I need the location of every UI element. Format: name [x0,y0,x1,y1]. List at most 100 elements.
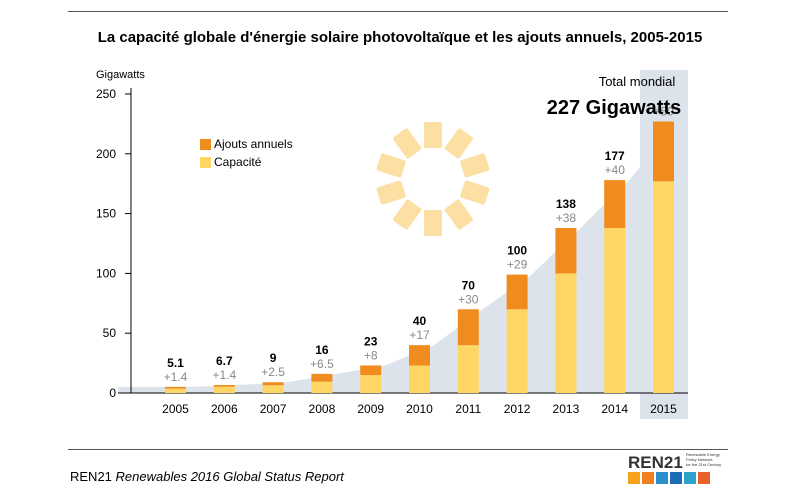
bar-capacity-2015 [653,181,674,393]
capacity-trend-area [118,121,678,394]
x-tick-label-2006: 2006 [211,402,238,416]
bar-capacity-2009 [360,375,382,393]
logo-tile-3 [656,472,668,484]
logo-tile-4 [670,472,682,484]
total-label-2008: 16 [315,343,329,357]
source-note: REN21 Renewables 2016 Global Status Repo… [70,469,344,484]
sun-ray [444,128,473,159]
logo-tile-5 [684,472,696,484]
sun-ray [424,122,442,148]
x-tick-label-2012: 2012 [504,402,531,416]
legend-swatch-capacity [200,157,211,168]
logo-tile-6 [698,472,710,484]
logo-tagline-1: Renewable Energy [686,452,720,457]
y-tick-label: 0 [109,386,116,400]
x-tick-label-2013: 2013 [553,402,580,416]
logo-tile-2 [642,472,654,484]
bar-additions-2010 [409,345,430,366]
sun-ray [460,180,490,205]
highlight-caption: Total mondial [599,74,676,89]
total-label-2014: 177 [605,149,625,163]
logo-tile-1 [628,472,640,484]
y-tick-label: 100 [96,266,116,280]
x-tick-label-2005: 2005 [162,402,189,416]
bar-additions-2015 [653,121,674,182]
x-tick-label-2014: 2014 [601,402,628,416]
sun-ray [444,199,473,230]
bar-additions-2014 [604,180,626,228]
x-tick-label-2011: 2011 [455,402,481,416]
bar-additions-2013 [555,227,577,274]
sun-ray [376,180,406,205]
bar-capacity-2010 [409,365,430,393]
addition-label-2015: +50 [653,105,674,119]
addition-label-2005: +1.4 [164,370,188,384]
bar-additions-2009 [360,365,382,376]
sun-ray [460,153,490,178]
source-org: REN21 [70,469,112,484]
addition-label-2010: +17 [409,328,430,342]
addition-label-2013: +38 [556,211,577,225]
total-label-2010: 40 [413,314,427,328]
sun-icon [376,122,490,236]
bar-additions-2007 [262,382,284,386]
bar-capacity-2013 [555,273,577,393]
logo-tagline-3: for the 21st Century [686,462,721,467]
legend-label-additions: Ajouts annuels [214,137,293,151]
total-label-2006: 6.7 [216,354,233,368]
logo-tagline-2: Policy Network [686,457,712,462]
data-labels: 5.1+1.46.7+1.49+2.516+6.523+840+1770+301… [164,105,674,384]
sun-ray [393,199,422,230]
bar-capacity-2011 [457,345,479,393]
highlight-value: 227 Gigawatts [547,97,682,119]
legend-label-capacity: Capacité [214,155,262,169]
bar-capacity-2005 [165,388,186,393]
top-rule [68,11,728,12]
bar-series [165,121,674,393]
x-tick-label-2010: 2010 [406,402,433,416]
total-label-2012: 100 [507,244,527,258]
source-report: Renewables 2016 Global Status Report [115,469,344,484]
addition-label-2009: +8 [364,348,378,362]
bar-additions-2012 [506,274,528,310]
addition-label-2011: +30 [458,292,479,306]
sun-ray [376,153,406,178]
bar-capacity-2006 [213,386,235,393]
legend-swatch-additions [200,139,211,150]
y-tick-label: 200 [96,147,116,161]
x-tick-label-2007: 2007 [260,402,287,416]
sun-ray [393,128,422,159]
x-axis-tick-labels: 2005 2006 2007 2008 2009 2010 2011 2012 2013 2014… [162,402,677,416]
y-tick-label: 250 [96,87,116,101]
ren21-logo-icon: REN21 Renewable Energy Policy Network fo… [628,452,721,484]
total-label-2005: 5.1 [167,356,184,370]
addition-label-2006: +1.4 [212,368,236,382]
x-tick-label-2015: 2015 [650,402,677,416]
y-tick-label: 150 [96,207,116,221]
addition-label-2007: +2.5 [261,365,285,379]
bar-capacity-2008 [311,381,333,393]
x-tick-label-2009: 2009 [357,402,384,416]
bar-additions-2005 [165,386,186,389]
legend: Ajouts annuels Capacité [200,137,293,169]
bar-additions-2011 [457,309,479,346]
sun-ray [424,210,442,236]
y-axis-label: Gigawatts [96,69,145,81]
bar-additions-2008 [311,373,333,382]
y-tick-label: 50 [103,326,117,340]
chart-title: La capacité globale d'énergie solaire ph… [97,29,703,46]
addition-label-2012: +29 [507,258,528,272]
total-label-2013: 138 [556,197,576,211]
y-axis: 0 50 100 150 200 250 [96,87,688,400]
addition-label-2014: +40 [605,163,626,177]
addition-label-2008: +6.5 [310,357,334,371]
bar-capacity-2007 [262,385,284,393]
total-label-2011: 70 [462,278,476,292]
bar-additions-2006 [213,384,235,387]
bottom-rule [68,449,728,450]
bar-capacity-2012 [506,309,528,393]
logo-word: REN21 [628,453,683,472]
total-label-2009: 23 [364,334,378,348]
total-label-2007: 9 [270,351,277,365]
